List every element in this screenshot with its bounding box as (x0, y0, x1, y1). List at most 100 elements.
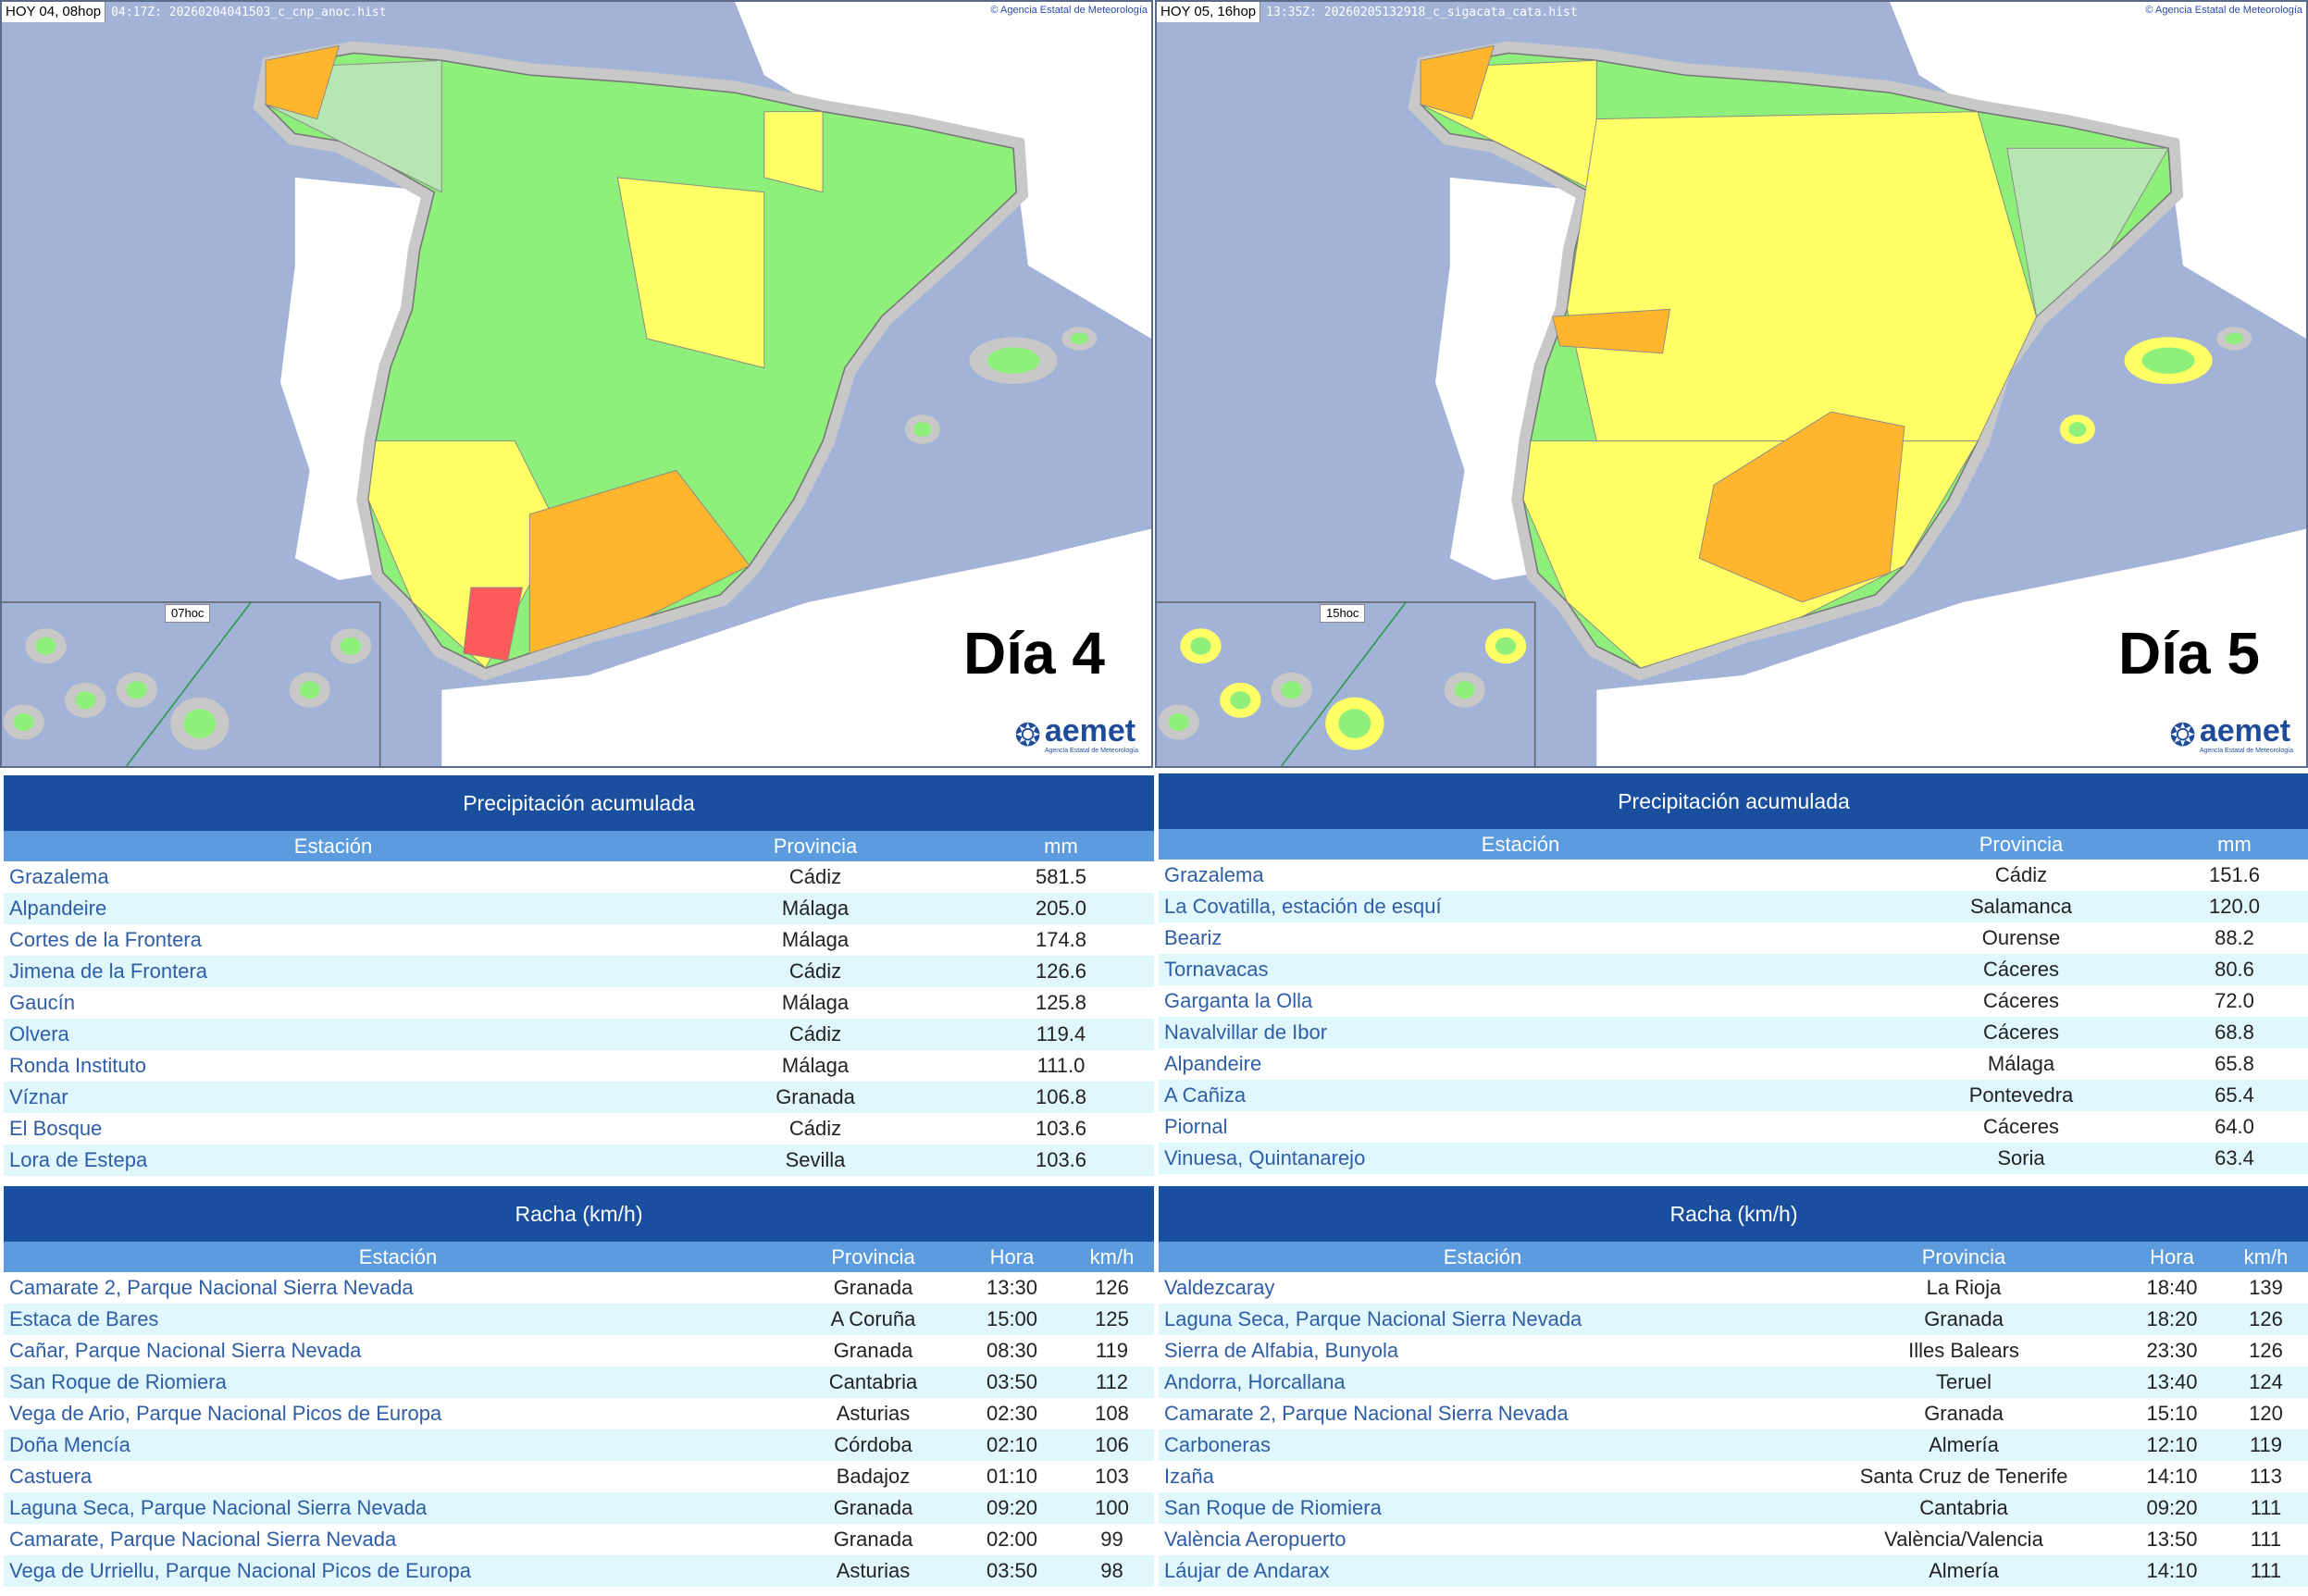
column-header[interactable]: Estación (1481, 832, 1560, 856)
station-link[interactable]: Castuera (9, 1465, 93, 1488)
table-row: A Cañiza Pontevedra 65.4 (1159, 1080, 2308, 1111)
station-link[interactable]: Vega de Ario, Parque Nacional Picos de E… (9, 1402, 442, 1425)
station-link[interactable]: Olvera (9, 1022, 69, 1045)
station-link[interactable]: Camarate 2, Parque Nacional Sierra Nevad… (9, 1276, 414, 1299)
column-header[interactable]: mm (1044, 834, 1078, 858)
table-row: Estaca de Bares A Coruña 15:00 125 (4, 1304, 1154, 1335)
map-canvas (2, 2, 1151, 766)
station-link[interactable]: Sierra de Alfabia, Bunyola (1164, 1339, 1399, 1362)
station-link[interactable]: Camarate 2, Parque Nacional Sierra Nevad… (1164, 1402, 1569, 1425)
station-link[interactable]: Vinuesa, Quintanarejo (1164, 1146, 1366, 1169)
aemet-logo-sub: Agencia Estatal de Meteorología (2199, 748, 2293, 754)
table-row: San Roque de Riomiera Cantabria 09:20 111 (1159, 1492, 2308, 1524)
aemet-logo-icon: ❂ (1014, 717, 1041, 753)
table-cell: 12:10 (2146, 1433, 2198, 1456)
table-cell: Almería (1929, 1433, 1999, 1456)
table-row: Piornal Cáceres 64.0 (1159, 1111, 2308, 1143)
station-link[interactable]: San Roque de Riomiera (9, 1370, 227, 1393)
table-header-row: Estación Provincia mm (1159, 829, 2308, 860)
table-cell: A Coruña (830, 1307, 916, 1330)
africa-land (441, 528, 1151, 766)
table-cell: 126 (1095, 1276, 1129, 1299)
table-row: San Roque de Riomiera Cantabria 03:50 112 (4, 1367, 1154, 1398)
column-header[interactable]: km/h (2243, 1244, 2289, 1268)
station-link[interactable]: Ronda Instituto (9, 1054, 146, 1077)
station-link[interactable]: Navalvillar de Ibor (1164, 1021, 1328, 1044)
table-row: Cañar, Parque Nacional Sierra Nevada Gran… (4, 1335, 1154, 1367)
table-cell: Illes Balears (1908, 1339, 2019, 1362)
column-header[interactable]: Provincia (1979, 832, 2064, 856)
station-link[interactable]: Grazalema (1164, 863, 1264, 886)
station-link[interactable]: Alpandeire (1164, 1052, 1262, 1075)
station-link[interactable]: Jimena de la Frontera (9, 959, 207, 983)
station-link[interactable]: Tornavacas (1164, 958, 1269, 981)
column-header[interactable]: Hora (989, 1244, 1035, 1268)
table-row: Cortes de la Frontera Málaga 174.8 (4, 924, 1154, 956)
table-header-row: Estación Provincia Hora km/h (4, 1242, 1154, 1272)
column-header[interactable]: Provincia (773, 834, 858, 858)
station-link[interactable]: A Cañiza (1164, 1083, 1247, 1107)
column-header[interactable]: km/h (1089, 1244, 1135, 1268)
station-link[interactable]: Alpandeire (9, 897, 107, 920)
station-link[interactable]: Víznar (9, 1085, 68, 1108)
table-cell: Asturias (836, 1402, 911, 1425)
table-cell: Granada (1924, 1307, 2004, 1330)
column-header[interactable]: Estación (293, 834, 373, 858)
station-link[interactable]: Grazalema (9, 865, 109, 888)
precip-table: Precipitación acumulada Estación Provincia… (4, 775, 1154, 1176)
table-title: Racha (km/h) (1159, 1186, 2308, 1242)
table-cell: 65.8 (2215, 1052, 2254, 1075)
station-link[interactable]: Garganta la Olla (1164, 989, 1313, 1012)
station-link[interactable]: València Aeropuerto (1164, 1528, 1346, 1551)
station-link[interactable]: Láujar de Andarax (1164, 1559, 1330, 1582)
station-link[interactable]: Camarate, Parque Nacional Sierra Nevada (9, 1528, 397, 1551)
station-link[interactable]: Doña Mencía (9, 1433, 130, 1456)
station-link[interactable]: Piornal (1164, 1115, 1228, 1138)
station-link[interactable]: Laguna Seca, Parque Nacional Sierra Neva… (1164, 1307, 1582, 1330)
table-title: Precipitación acumulada (1159, 773, 2308, 829)
station-link[interactable]: Izaña (1164, 1465, 1214, 1488)
column-header[interactable]: Estación (358, 1244, 438, 1268)
station-link[interactable]: Valdezcaray (1164, 1276, 1275, 1299)
table-cell: València/Valencia (1884, 1528, 2043, 1551)
station-link[interactable]: Lora de Estepa (9, 1148, 148, 1171)
table-cell: Granada (776, 1085, 855, 1108)
station-link[interactable]: Andorra, Horcallana (1164, 1370, 1346, 1393)
station-link[interactable]: Laguna Seca, Parque Nacional Sierra Neva… (9, 1496, 428, 1519)
station-link[interactable]: Estaca de Bares (9, 1307, 159, 1330)
column-header[interactable]: Estación (1443, 1244, 1522, 1268)
station-link[interactable]: Cortes de la Frontera (9, 928, 202, 951)
precip-table: Precipitación acumulada Estación Provincia… (1159, 773, 2308, 1174)
table-cell: Cáceres (1983, 989, 2059, 1012)
table-cell: 119 (2249, 1433, 2283, 1456)
copyright-link[interactable]: © Agencia Estatal de Meteorología (990, 5, 1148, 16)
station-link[interactable]: Cañar, Parque Nacional Sierra Nevada (9, 1339, 362, 1362)
station-link[interactable]: Gaucín (9, 991, 75, 1014)
copyright-link[interactable]: © Agencia Estatal de Meteorología (2145, 5, 2302, 16)
table-cell: Cáceres (1983, 1021, 2059, 1044)
station-link[interactable]: La Covatilla, estación de esquí (1164, 895, 1442, 918)
column-header[interactable]: Hora (2150, 1244, 2194, 1268)
table-cell: Málaga (1987, 1052, 2055, 1075)
station-link[interactable]: Beariz (1164, 926, 1222, 949)
france-land (735, 2, 1151, 339)
station-link[interactable]: Vega de Urriellu, Parque Nacional Picos … (9, 1559, 471, 1582)
table-cell: Badajoz (836, 1465, 911, 1488)
station-link[interactable]: El Bosque (9, 1117, 103, 1140)
table-row: Andorra, Horcallana Teruel 13:40 124 (1159, 1367, 2308, 1398)
table-cell: Salamanca (1969, 895, 2073, 918)
table-body: Valdezcaray La Rioja 18:40 139 Laguna Seca, … (1159, 1272, 2308, 1587)
station-link[interactable]: Carboneras (1164, 1433, 1271, 1456)
table-cell: 72.0 (2215, 989, 2254, 1012)
column-header[interactable]: Provincia (831, 1244, 915, 1268)
africa-land (1596, 528, 2306, 766)
table-row: La Covatilla, estación de esquí Salamanca… (1159, 891, 2308, 922)
table-cell: 112 (1095, 1370, 1129, 1393)
column-header[interactable]: mm (2217, 832, 2252, 856)
table-cell: Cádiz (788, 959, 842, 983)
table-row: Beariz Ourense 88.2 (1159, 922, 2308, 954)
column-header[interactable]: Provincia (1921, 1244, 2006, 1268)
table-cell: 98 (1100, 1559, 1123, 1582)
table-cell: 99 (1100, 1528, 1123, 1551)
station-link[interactable]: San Roque de Riomiera (1164, 1496, 1382, 1519)
